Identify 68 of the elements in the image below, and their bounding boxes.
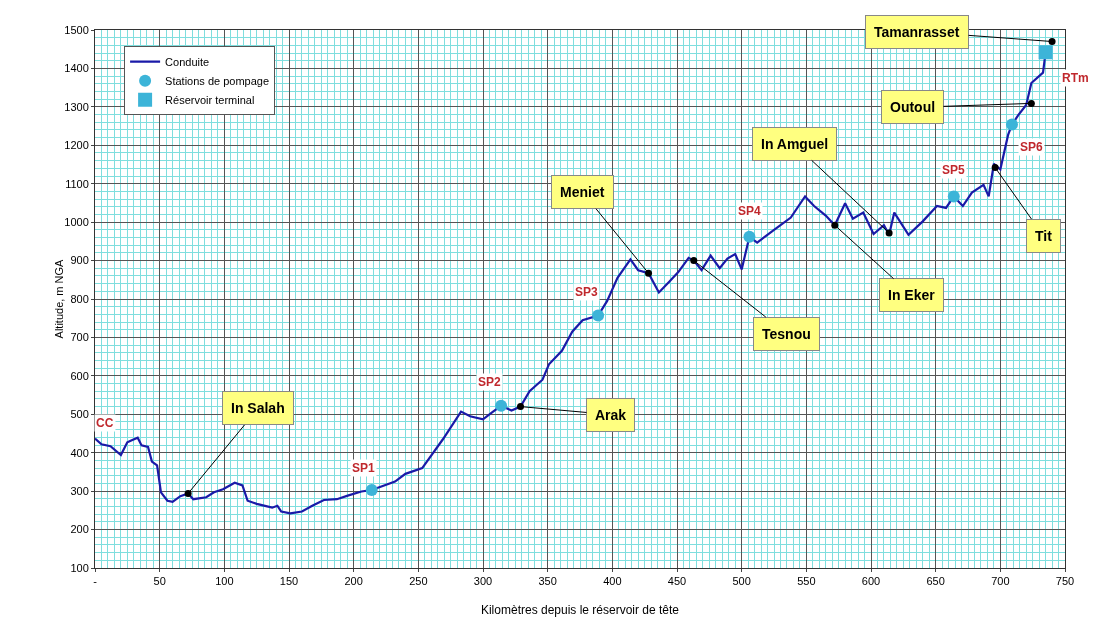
- annotation: SP3: [575, 285, 599, 299]
- legend-label: Réservoir terminal: [165, 93, 255, 106]
- annotation: Outoul: [890, 99, 936, 115]
- annotation: Tamanrasset: [874, 24, 960, 40]
- x-tick-label: 250: [409, 575, 428, 588]
- x-tick-label: 400: [603, 575, 622, 588]
- x-tick-label: 450: [667, 575, 687, 588]
- annotation: Arak: [595, 407, 627, 423]
- x-tick-label: 150: [279, 575, 299, 588]
- x-tick-label: 300: [473, 575, 493, 588]
- x-tick-label: 750: [1055, 575, 1075, 588]
- y-tick-label: 100: [70, 561, 89, 574]
- x-tick-label: 100: [215, 575, 234, 588]
- x-tick-label: 650: [926, 575, 945, 588]
- x-tick-label: 550: [797, 575, 816, 588]
- point: [1048, 38, 1056, 46]
- annotation: SP2: [478, 375, 502, 389]
- point: [365, 483, 378, 496]
- annotation: SP4: [738, 204, 762, 218]
- annotation: SP5: [942, 163, 966, 177]
- point: [1005, 118, 1018, 131]
- legend-label: Stations de pompage: [165, 74, 270, 87]
- annotation: In Salah: [231, 400, 285, 416]
- x-tick-label: 50: [153, 575, 166, 588]
- x-tick-label: 700: [991, 575, 1010, 588]
- x-axis-title: Kilomètres depuis le réservoir de tête: [480, 603, 680, 617]
- y-tick-label: 300: [70, 484, 89, 497]
- x-tick-label: 600: [861, 575, 881, 588]
- point: [885, 229, 893, 237]
- y-tick-label: 500: [70, 408, 89, 421]
- y-tick-label: 700: [70, 331, 89, 344]
- y-tick-label: 600: [70, 369, 89, 382]
- annotation: Tit: [1035, 228, 1053, 244]
- y-tick-label: 1100: [65, 177, 89, 190]
- annotation: SP1: [352, 461, 376, 475]
- y-tick-label: 800: [70, 292, 89, 305]
- y-tick-label: 1000: [64, 215, 89, 228]
- point: [743, 230, 756, 243]
- y-axis-title: Altitude, m NGA: [53, 258, 65, 339]
- y-tick-label: 1300: [64, 100, 89, 113]
- point: [1038, 45, 1053, 60]
- x-tick-label: 200: [344, 575, 363, 588]
- point: [517, 403, 525, 411]
- point: [991, 164, 999, 172]
- point: [495, 399, 508, 412]
- y-tick-label: 1200: [64, 139, 89, 152]
- annotation: Meniet: [560, 184, 605, 200]
- point: [1027, 99, 1035, 107]
- point: [645, 269, 653, 277]
- y-tick-label: 400: [70, 446, 89, 459]
- y-tick-label: 900: [70, 254, 89, 267]
- point: [947, 190, 960, 203]
- point: [592, 309, 605, 322]
- point: [831, 221, 839, 229]
- y-tick-label: 1500: [64, 23, 89, 36]
- x-tick-label: -: [93, 575, 98, 588]
- annotation: RTm: [1062, 71, 1089, 85]
- annotation: In Amguel: [761, 136, 829, 152]
- point: [690, 257, 698, 265]
- annotation: Tesnou: [762, 326, 811, 342]
- legend-label: Conduite: [165, 55, 210, 68]
- annotation: In Eker: [888, 287, 936, 303]
- x-tick-label: 350: [538, 575, 557, 588]
- annotation: CC: [96, 416, 114, 430]
- y-tick-label: 200: [70, 523, 89, 536]
- annotation: SP6: [1020, 140, 1044, 154]
- y-tick-label: 1400: [64, 62, 89, 75]
- x-tick-label: 500: [732, 575, 751, 588]
